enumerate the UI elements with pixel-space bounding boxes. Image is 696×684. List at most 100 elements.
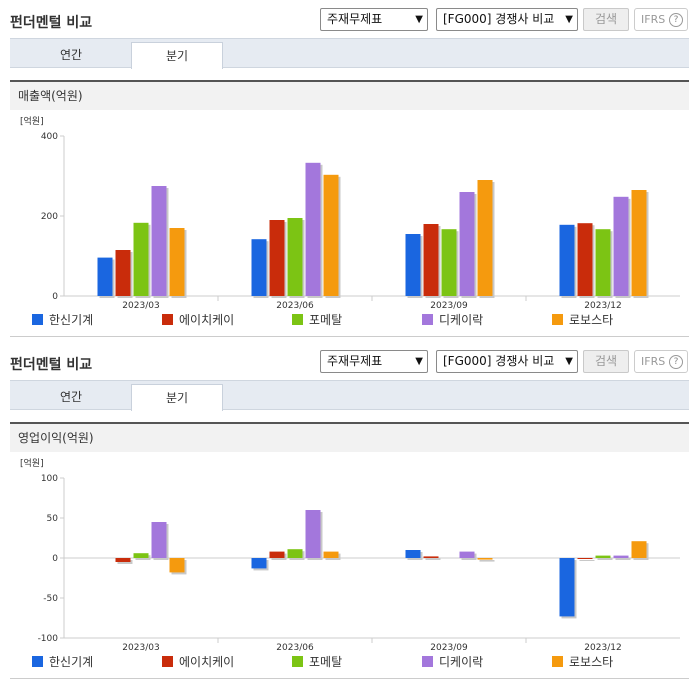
y-unit-label: [억원] [20,115,44,127]
bar-로보스타[interactable] [631,541,647,558]
bar-한신기계[interactable] [97,257,113,296]
bar-에이치케이[interactable] [115,250,131,296]
legend-label: 로보스타 [569,655,614,669]
x-tick-label: 2023/06 [276,643,314,652]
statement-select[interactable]: 주재무제표 ▼ [320,8,428,31]
y-tick-label: 200 [41,212,58,222]
legend-item[interactable]: 디케이락 [422,655,483,671]
y-tick-label: 400 [41,132,58,142]
ifrs-toggle[interactable]: IFRS ? [634,350,688,373]
ifrs-toggle[interactable]: IFRS ? [634,8,688,31]
x-tick-label: 2023/09 [430,643,468,652]
legend-swatch [552,656,563,667]
legend-label: 로보스타 [569,313,614,327]
bar-디케이락[interactable] [151,186,167,296]
legend-item[interactable]: 로보스타 [552,313,613,329]
legend-item[interactable]: 에이치케이 [162,655,234,671]
bar-shadow [479,560,495,562]
bar-에이치케이[interactable] [269,551,285,558]
bar-로보스타[interactable] [477,180,493,296]
x-tick-label: 2023/03 [122,643,159,652]
x-tick-label: 2023/06 [276,301,314,310]
tab-annual[interactable]: 연간 [59,390,83,404]
divider [10,336,689,337]
bar-로보스타[interactable] [169,558,185,573]
legend-item[interactable]: 포메탈 [292,655,342,671]
legend-item[interactable]: 한신기계 [32,655,93,671]
legend-item[interactable]: 에이치케이 [162,313,234,329]
bar-한신기계[interactable] [559,224,575,296]
legend-swatch [422,314,433,325]
statement-select[interactable]: 주재무제표 ▼ [320,350,428,373]
legend-item[interactable]: 디케이락 [422,313,483,329]
legend-swatch [422,656,433,667]
bar-포메탈[interactable] [133,553,149,558]
bar-포메탈[interactable] [595,555,611,558]
legend-swatch [292,656,303,667]
legend-item[interactable]: 로보스타 [552,655,613,671]
chart-legend: 한신기계 에이치케이 포메탈 디케이락 로보스타 [32,655,692,671]
compare-select[interactable]: [FG000] 경쟁사 비교 ▼ [436,8,578,31]
bar-shadow [597,557,613,560]
bar-한신기계[interactable] [559,558,575,617]
y-tick-label: 0 [52,554,58,564]
bar-로보스타[interactable] [323,174,339,296]
bar-포메탈[interactable] [287,549,303,558]
tab-quarterly[interactable]: 분기 [131,384,223,411]
legend-label: 디케이락 [439,655,484,669]
bar-포메탈[interactable] [441,229,457,296]
help-icon[interactable]: ? [669,355,683,369]
bar-디케이락[interactable] [459,551,475,558]
operating-profit-bar-chart: [억원] -100 -50 0 50 100 2023/03 2023/06 2023/09 20… [20,457,680,652]
bar-포메탈[interactable] [133,222,149,296]
legend-label: 포메탈 [309,313,343,327]
bar-에이치케이[interactable] [423,556,439,558]
bar-로보스타[interactable] [631,190,647,296]
help-icon[interactable]: ? [669,13,683,27]
bar-로보스타[interactable] [323,551,339,558]
y-tick-label: 0 [52,292,58,302]
bar-한신기계[interactable] [405,234,421,296]
statement-select-value: 주재무제표 [327,12,383,26]
bar-에이치케이[interactable] [269,220,285,296]
legend-item[interactable]: 한신기계 [32,313,93,329]
bar-로보스타[interactable] [477,558,493,560]
bar-에이치케이[interactable] [115,558,131,562]
bar-한신기계[interactable] [251,239,267,296]
bar-에이치케이[interactable] [577,558,593,559]
legend-label: 에이치케이 [179,655,235,669]
ifrs-label: IFRS [641,13,666,26]
y-unit-label: [억원] [20,457,44,469]
bar-로보스타[interactable] [169,228,185,296]
bar-디케이락[interactable] [613,196,629,296]
tab-quarterly[interactable]: 분기 [131,42,223,69]
bar-디케이락[interactable] [151,522,167,558]
bar-디케이락[interactable] [305,510,321,558]
bar-에이치케이[interactable] [423,224,439,296]
tab-annual[interactable]: 연간 [59,48,83,62]
revenue-bar-chart: [억원] 0 200 400 2023/03 2023/06 2023/09 2023/12 [20,115,680,310]
search-button[interactable]: 검색 [583,350,629,373]
bar-한신기계[interactable] [405,550,421,558]
bar-포메탈[interactable] [287,218,303,296]
bar-에이치케이[interactable] [577,223,593,296]
compare-select[interactable]: [FG000] 경쟁사 비교 ▼ [436,350,578,373]
search-button[interactable]: 검색 [583,8,629,31]
bar-디케이락[interactable] [613,555,629,558]
page-title: 펀더멘털 비교 [10,357,93,373]
legend-swatch [292,314,303,325]
legend-label: 한신기계 [49,655,94,669]
section-header: 매출액(억원) [10,80,689,110]
y-tick-label: -50 [43,594,58,604]
compare-select-value: [FG000] 경쟁사 비교 [443,354,555,368]
bar-디케이락[interactable] [459,192,475,296]
chevron-down-icon: ▼ [565,14,573,25]
compare-select-value: [FG000] 경쟁사 비교 [443,12,555,26]
bar-포메탈[interactable] [595,229,611,296]
page-title: 펀더멘털 비교 [10,15,93,31]
bar-한신기계[interactable] [251,558,267,569]
legend-swatch [32,314,43,325]
legend-item[interactable]: 포메탈 [292,313,342,329]
legend-swatch [552,314,563,325]
bar-디케이락[interactable] [305,162,321,296]
